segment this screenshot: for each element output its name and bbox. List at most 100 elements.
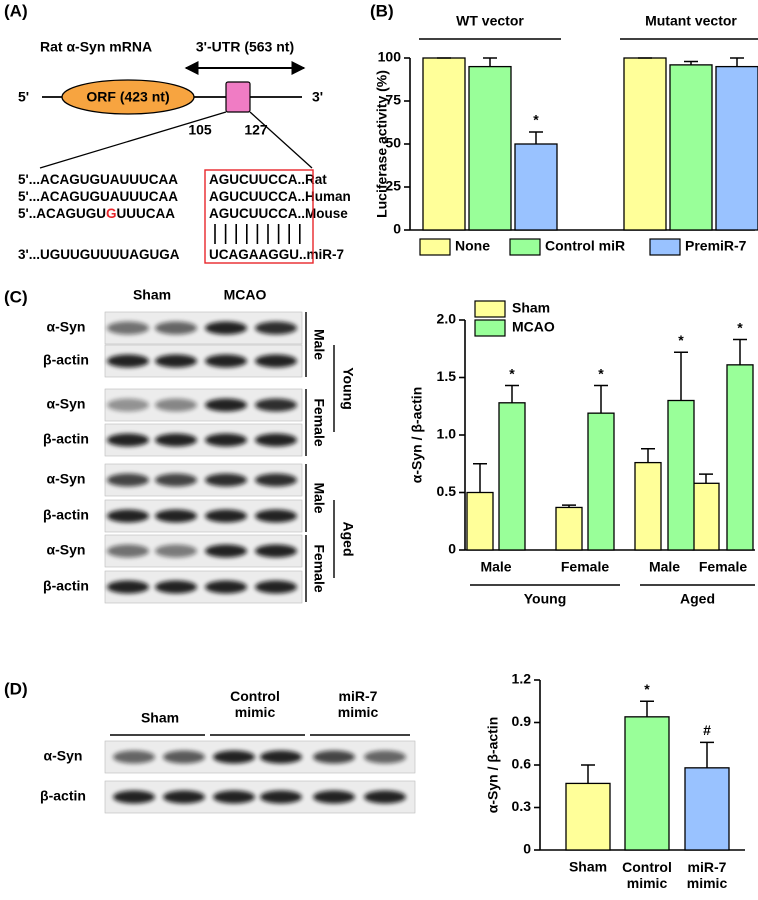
x-tick-label: Female	[699, 559, 747, 575]
row-label: α-Syn	[47, 471, 86, 487]
blot-band	[205, 509, 247, 523]
y-tick-label: 1.5	[437, 368, 457, 384]
blot-band	[107, 544, 149, 558]
error-bar	[684, 60, 698, 65]
blot-band	[260, 790, 302, 804]
binding-site	[225, 81, 251, 113]
error-bar	[483, 57, 497, 67]
zoom-line	[249, 111, 313, 169]
column-label: MCAO	[224, 287, 267, 303]
blot-band	[113, 750, 155, 764]
blot-band	[255, 544, 297, 558]
bar	[667, 399, 695, 551]
blot-band	[155, 473, 197, 487]
mrna-label: Rat α-Syn mRNA	[40, 39, 152, 55]
row-label: β-actin	[43, 352, 89, 368]
blot-band	[205, 321, 247, 335]
utr-label: 3'-UTR (563 nt)	[196, 39, 294, 55]
sex-label: Female	[311, 398, 327, 446]
column-label: miR-7 mimic	[338, 688, 379, 720]
three-prime: 3'	[312, 89, 323, 105]
column-label: Sham	[141, 710, 179, 726]
row-label: β-actin	[43, 507, 89, 523]
column-label: Control mimic	[230, 688, 280, 720]
blot-band	[255, 433, 297, 447]
blot-band	[107, 473, 149, 487]
bar	[514, 143, 558, 231]
error-bar	[505, 384, 519, 403]
row-label: β-actin	[43, 578, 89, 594]
seq-part: UCAGAAGGU	[209, 247, 299, 262]
bar	[726, 364, 754, 551]
annotation: *	[737, 319, 743, 335]
error-bar	[733, 338, 747, 365]
blot-band	[364, 790, 406, 804]
group-label: WT vector	[456, 13, 524, 29]
blot-band	[260, 750, 302, 764]
blot-band	[205, 473, 247, 487]
bar	[498, 402, 526, 551]
annotation: #	[703, 722, 711, 738]
error-bar	[699, 473, 713, 484]
blot-band	[255, 473, 297, 487]
bar	[422, 57, 466, 231]
blot-band	[107, 509, 149, 523]
zoom-line	[39, 111, 227, 169]
sex-label: Female	[311, 544, 327, 592]
legend-swatch	[649, 238, 681, 256]
y-tick-label: 75	[385, 92, 401, 108]
bar	[623, 57, 667, 231]
y-tick-label: 0.5	[437, 483, 457, 499]
blot-band	[255, 398, 297, 412]
legend-swatch	[474, 300, 506, 318]
panel-label: (A)	[4, 1, 28, 20]
blot-band	[205, 354, 247, 368]
error-bar	[640, 700, 654, 717]
seed-box	[204, 169, 314, 264]
blot-band	[205, 433, 247, 447]
annotation: *	[598, 365, 604, 381]
seq-part: AGUCUUCCA	[209, 206, 298, 221]
y-axis-label: α-Syn / β-actin	[409, 387, 425, 484]
five-prime: 5'	[18, 89, 29, 105]
seq-part: AGUCUUCCA	[209, 189, 298, 204]
seq-part: 5'...ACAGUGUAUUUCAA	[18, 172, 178, 187]
y-tick-label: 0.6	[512, 756, 532, 772]
blot-band	[107, 321, 149, 335]
y-tick-label: 1.0	[437, 426, 457, 442]
blot-band	[107, 354, 149, 368]
error-bar	[562, 504, 576, 508]
annotation: *	[533, 112, 539, 128]
column-label: Sham	[133, 287, 171, 303]
row-label: β-actin	[43, 431, 89, 447]
seq-part: 3'...UGUUGUUUUAGUGA	[18, 247, 180, 262]
legend-label: PremiR-7	[685, 238, 747, 254]
bar	[565, 782, 611, 851]
blot-band	[107, 580, 149, 594]
orf-label: ORF (423 nt)	[86, 89, 169, 105]
group-label: Young	[524, 591, 567, 607]
y-tick-label: 25	[385, 178, 401, 194]
panel-label: (C)	[4, 287, 28, 306]
annotation: *	[644, 681, 650, 697]
error-bar	[473, 463, 487, 493]
y-tick-label: 2.0	[437, 311, 457, 327]
row-label: α-Syn	[44, 748, 83, 764]
panel-label: (B)	[370, 1, 394, 20]
seq-part: 5'..ACAGUGU	[18, 206, 106, 221]
blot-band	[155, 398, 197, 412]
blot-band	[205, 398, 247, 412]
panel-label: (D)	[4, 679, 28, 698]
y-tick-label: 0	[523, 841, 531, 857]
y-axis-label: α-Syn / β-actin	[485, 717, 501, 814]
seq-part: ..miR-7	[299, 247, 344, 262]
sequence: 5'...ACAGUGUAUUUCAA AGUCUUCCA..Human	[18, 189, 351, 204]
x-tick-label: Control mimic	[622, 859, 672, 891]
bar	[624, 716, 670, 851]
seq-part: UUUCAA	[116, 206, 175, 221]
x-tick-label: Female	[561, 559, 609, 575]
legend-swatch	[419, 238, 451, 256]
row-label: α-Syn	[47, 542, 86, 558]
y-tick-label: 0	[448, 541, 456, 557]
